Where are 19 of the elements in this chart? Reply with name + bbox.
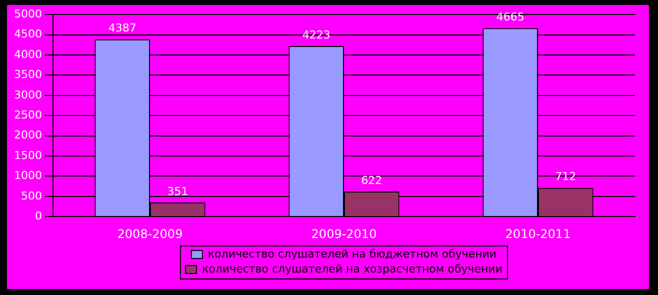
data-label: 622 xyxy=(361,174,382,187)
y-tick-label: 3000 xyxy=(14,88,42,102)
x-tick-label: 2009-2010 xyxy=(311,226,377,241)
legend-label: количество слушателей на хозрасчетном обучении xyxy=(202,262,502,276)
y-tick-label: 500 xyxy=(20,189,42,202)
y-tick-label: 4000 xyxy=(14,48,42,61)
data-label: 4387 xyxy=(108,22,136,35)
y-tick-label: 1000 xyxy=(14,169,42,182)
x-tick-label: 2008-2009 xyxy=(117,226,183,241)
legend-label: количество слушателей на бюджетном обучении xyxy=(208,247,497,260)
data-label: 351 xyxy=(167,184,188,198)
y-tick-label: 0 xyxy=(34,209,42,222)
y-tick-label: 4500 xyxy=(14,28,42,41)
y-tick-label: 5000 xyxy=(14,7,42,20)
y-tick-label: 2000 xyxy=(14,128,42,142)
y-tick-label: 2500 xyxy=(14,108,42,122)
x-tick-label: 2010-2011 xyxy=(505,226,571,241)
y-tick-label: 3500 xyxy=(14,68,42,82)
y-tick-label: 1500 xyxy=(14,148,42,162)
